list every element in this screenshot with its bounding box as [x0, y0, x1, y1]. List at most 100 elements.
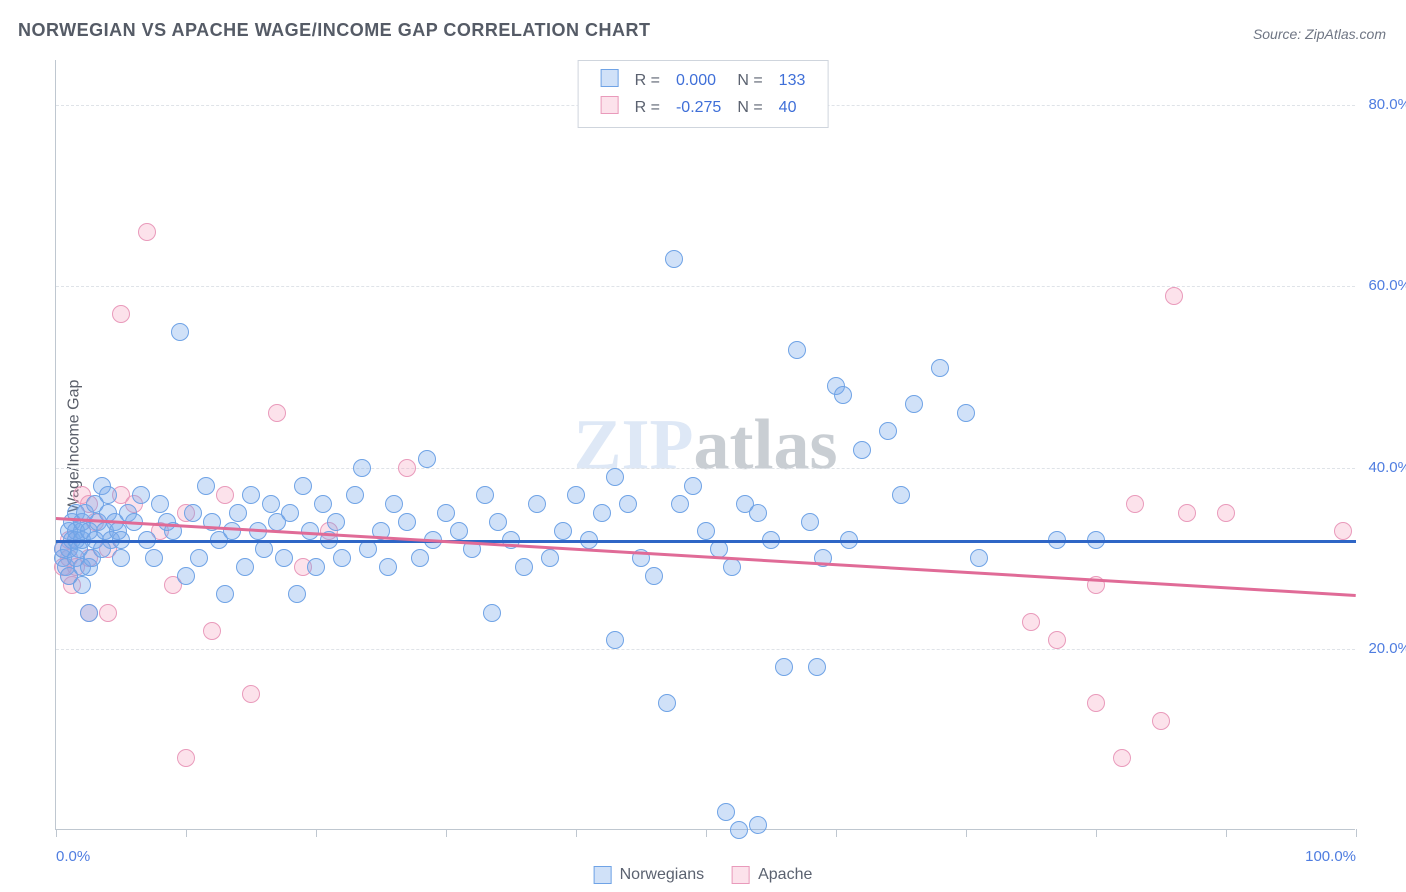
scatter-point-norwegians — [236, 558, 254, 576]
scatter-point-norwegians — [112, 549, 130, 567]
scatter-point-norwegians — [359, 540, 377, 558]
scatter-point-norwegians — [801, 513, 819, 531]
trend-line-norwegians — [56, 540, 1356, 543]
r-value-norwegians: 0.000 — [668, 67, 729, 94]
n-value-apache: 40 — [771, 94, 814, 121]
n-value-norwegians: 133 — [771, 67, 814, 94]
scatter-point-norwegians — [216, 585, 234, 603]
x-tick — [316, 829, 317, 837]
scatter-point-norwegians — [294, 477, 312, 495]
scatter-point-norwegians — [775, 658, 793, 676]
scatter-point-norwegians — [749, 816, 767, 834]
scatter-point-norwegians — [619, 495, 637, 513]
legend-label-apache: Apache — [758, 866, 812, 884]
scatter-point-norwegians — [970, 549, 988, 567]
x-tick — [706, 829, 707, 837]
legend-item-norwegians: Norwegians — [594, 866, 704, 884]
scatter-point-apache — [1126, 495, 1144, 513]
scatter-point-apache — [1152, 712, 1170, 730]
scatter-point-norwegians — [834, 386, 852, 404]
legend-label-norwegians: Norwegians — [620, 866, 704, 884]
scatter-plot-area: ZIPatlas 20.0%40.0%60.0%80.0%0.0%100.0% — [55, 60, 1355, 830]
scatter-point-norwegians — [808, 658, 826, 676]
scatter-point-apache — [177, 749, 195, 767]
scatter-point-norwegians — [892, 486, 910, 504]
gridline — [56, 649, 1355, 650]
scatter-point-norwegians — [730, 821, 748, 839]
x-tick — [836, 829, 837, 837]
swatch-norwegians-icon — [594, 866, 612, 884]
scatter-point-norwegians — [333, 549, 351, 567]
scatter-point-norwegians — [554, 522, 572, 540]
scatter-point-norwegians — [262, 495, 280, 513]
swatch-norwegians-icon — [601, 69, 619, 87]
scatter-point-norwegians — [171, 323, 189, 341]
scatter-point-norwegians — [385, 495, 403, 513]
scatter-point-norwegians — [379, 558, 397, 576]
scatter-point-norwegians — [853, 441, 871, 459]
scatter-point-norwegians — [697, 522, 715, 540]
scatter-point-norwegians — [658, 694, 676, 712]
x-tick — [186, 829, 187, 837]
x-tick — [966, 829, 967, 837]
scatter-point-norwegians — [606, 468, 624, 486]
r-value-apache: -0.275 — [668, 94, 729, 121]
gridline — [56, 286, 1355, 287]
scatter-point-norwegians — [242, 486, 260, 504]
scatter-point-norwegians — [418, 450, 436, 468]
scatter-point-norwegians — [450, 522, 468, 540]
scatter-point-norwegians — [346, 486, 364, 504]
watermark-part-b: atlas — [694, 404, 838, 484]
scatter-point-apache — [1217, 504, 1235, 522]
r-label: R = — [635, 72, 660, 89]
scatter-point-norwegians — [483, 604, 501, 622]
n-label: N = — [737, 72, 762, 89]
scatter-point-norwegians — [717, 803, 735, 821]
x-tick-label: 100.0% — [1305, 848, 1356, 865]
scatter-point-norwegians — [931, 359, 949, 377]
scatter-point-norwegians — [190, 549, 208, 567]
x-tick — [1356, 829, 1357, 837]
scatter-point-norwegians — [398, 513, 416, 531]
y-tick-label: 60.0% — [1368, 277, 1406, 294]
y-tick-label: 40.0% — [1368, 459, 1406, 476]
scatter-point-norwegians — [229, 504, 247, 522]
scatter-point-norwegians — [197, 477, 215, 495]
scatter-point-norwegians — [145, 549, 163, 567]
scatter-point-norwegians — [665, 250, 683, 268]
scatter-point-norwegians — [255, 540, 273, 558]
scatter-point-norwegians — [684, 477, 702, 495]
chart-title: NORWEGIAN VS APACHE WAGE/INCOME GAP CORR… — [18, 20, 651, 41]
scatter-point-norwegians — [177, 567, 195, 585]
scatter-point-apache — [1113, 749, 1131, 767]
legend-row-norwegians: R = 0.000 N = 133 — [593, 67, 814, 94]
scatter-point-norwegians — [281, 504, 299, 522]
scatter-point-apache — [1087, 694, 1105, 712]
scatter-point-norwegians — [879, 422, 897, 440]
scatter-point-norwegians — [437, 504, 455, 522]
scatter-point-norwegians — [288, 585, 306, 603]
scatter-point-apache — [203, 622, 221, 640]
scatter-point-norwegians — [353, 459, 371, 477]
scatter-point-norwegians — [671, 495, 689, 513]
x-tick — [576, 829, 577, 837]
x-tick — [446, 829, 447, 837]
scatter-point-apache — [268, 404, 286, 422]
scatter-point-norwegians — [223, 522, 241, 540]
scatter-point-norwegians — [275, 549, 293, 567]
y-tick-label: 80.0% — [1368, 96, 1406, 113]
scatter-point-apache — [1334, 522, 1352, 540]
scatter-point-norwegians — [515, 558, 533, 576]
series-legend: Norwegians Apache — [594, 866, 813, 884]
scatter-point-apache — [138, 223, 156, 241]
scatter-point-norwegians — [645, 567, 663, 585]
scatter-point-norwegians — [151, 495, 169, 513]
y-tick-label: 20.0% — [1368, 640, 1406, 657]
scatter-point-norwegians — [593, 504, 611, 522]
x-tick-label: 0.0% — [56, 848, 90, 865]
scatter-point-norwegians — [80, 604, 98, 622]
scatter-point-norwegians — [476, 486, 494, 504]
scatter-point-apache — [216, 486, 234, 504]
n-label: N = — [737, 99, 762, 116]
x-tick — [1226, 829, 1227, 837]
